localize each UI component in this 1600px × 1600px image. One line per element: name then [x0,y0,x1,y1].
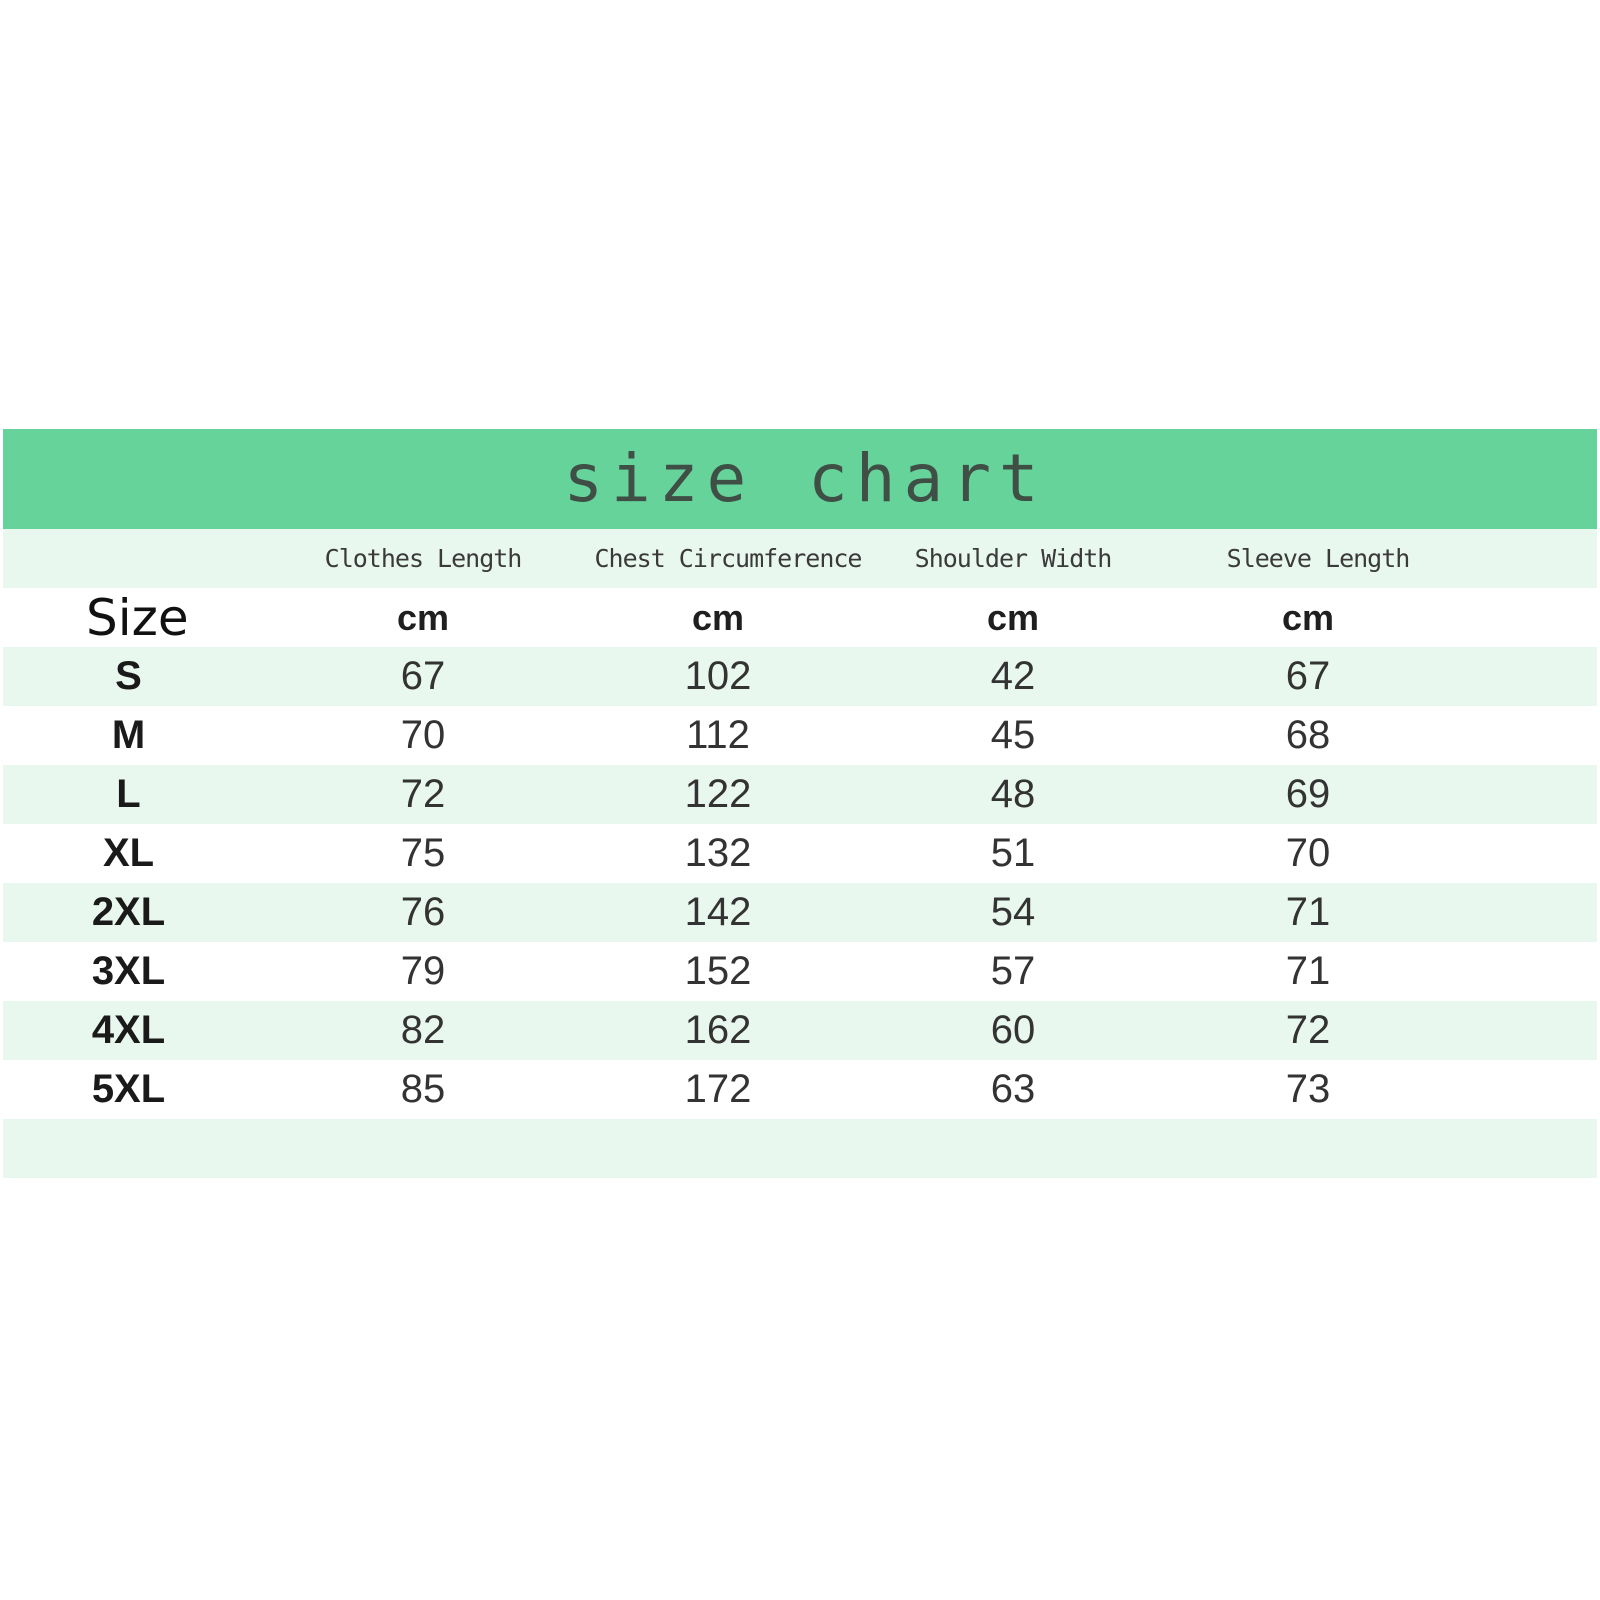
table-row: M 70 112 45 68 [3,706,1597,765]
empty-footer-row [3,1119,1597,1178]
clothes-length-value: 85 [400,1067,446,1111]
size-name: M [111,713,146,757]
column-header-row: Clothes Length Chest Circumference Shoul… [3,529,1597,588]
chart-title: size chart [563,439,1047,517]
header-shoulder-width: Shoulder Width [914,544,1113,573]
table-row: 3XL 79 152 57 71 [3,942,1597,1001]
shoulder-width-value: 51 [990,831,1036,875]
shoulder-width-value: 42 [990,654,1036,698]
table-row: 5XL 85 172 63 73 [3,1060,1597,1119]
size-name: L [116,772,141,816]
shoulder-width-value: 54 [990,890,1036,934]
size-name: 4XL [91,1008,166,1052]
chest-circumference-value: 142 [684,890,752,934]
unit-shoulder-width: cm [986,596,1040,638]
chest-circumference-value: 132 [684,831,752,875]
shoulder-width-value: 45 [990,713,1036,757]
title-bar: size chart [3,429,1597,529]
sleeve-length-value: 69 [1285,772,1331,816]
unit-chest-circumference: cm [691,596,745,638]
sleeve-length-value: 70 [1285,831,1331,875]
chest-circumference-value: 172 [684,1067,752,1111]
size-name: 3XL [91,949,166,993]
chest-circumference-value: 162 [684,1008,752,1052]
table-row: 4XL 82 162 60 72 [3,1001,1597,1060]
table-row: S 67 102 42 67 [3,647,1597,706]
shoulder-width-value: 60 [990,1008,1036,1052]
unit-clothes-length: cm [396,596,450,638]
table-row: L 72 122 48 69 [3,765,1597,824]
unit-row: Size cm cm cm cm [3,588,1597,647]
sleeve-length-value: 72 [1285,1008,1331,1052]
unit-sleeve-length: cm [1281,596,1335,638]
sleeve-length-value: 71 [1285,890,1331,934]
clothes-length-value: 76 [400,890,446,934]
sleeve-length-value: 68 [1285,713,1331,757]
clothes-length-value: 67 [400,654,446,698]
size-chart-table: size chart Clothes Length Chest Circumfe… [3,429,1597,1178]
clothes-length-value: 72 [400,772,446,816]
clothes-length-value: 75 [400,831,446,875]
sleeve-length-value: 67 [1285,654,1331,698]
header-clothes-length: Clothes Length [324,544,523,573]
size-name: 5XL [91,1067,166,1111]
shoulder-width-value: 63 [990,1067,1036,1111]
chest-circumference-value: 112 [686,713,750,757]
size-name: S [115,654,142,698]
chest-circumference-value: 102 [684,654,752,698]
sleeve-length-value: 73 [1285,1067,1331,1111]
shoulder-width-value: 48 [990,772,1036,816]
chest-circumference-value: 122 [684,772,752,816]
chest-circumference-value: 152 [684,949,752,993]
clothes-length-value: 79 [400,949,446,993]
table-row: 2XL 76 142 54 71 [3,883,1597,942]
header-chest-circumference: Chest Circumference [594,544,863,573]
sleeve-length-value: 71 [1285,949,1331,993]
clothes-length-value: 82 [400,1008,446,1052]
size-label: Size [86,588,189,647]
shoulder-width-value: 57 [990,949,1036,993]
size-name: 2XL [91,890,166,934]
size-name: XL [102,831,155,875]
clothes-length-value: 70 [400,713,446,757]
table-row: XL 75 132 51 70 [3,824,1597,883]
header-sleeve-length: Sleeve Length [1226,544,1411,573]
